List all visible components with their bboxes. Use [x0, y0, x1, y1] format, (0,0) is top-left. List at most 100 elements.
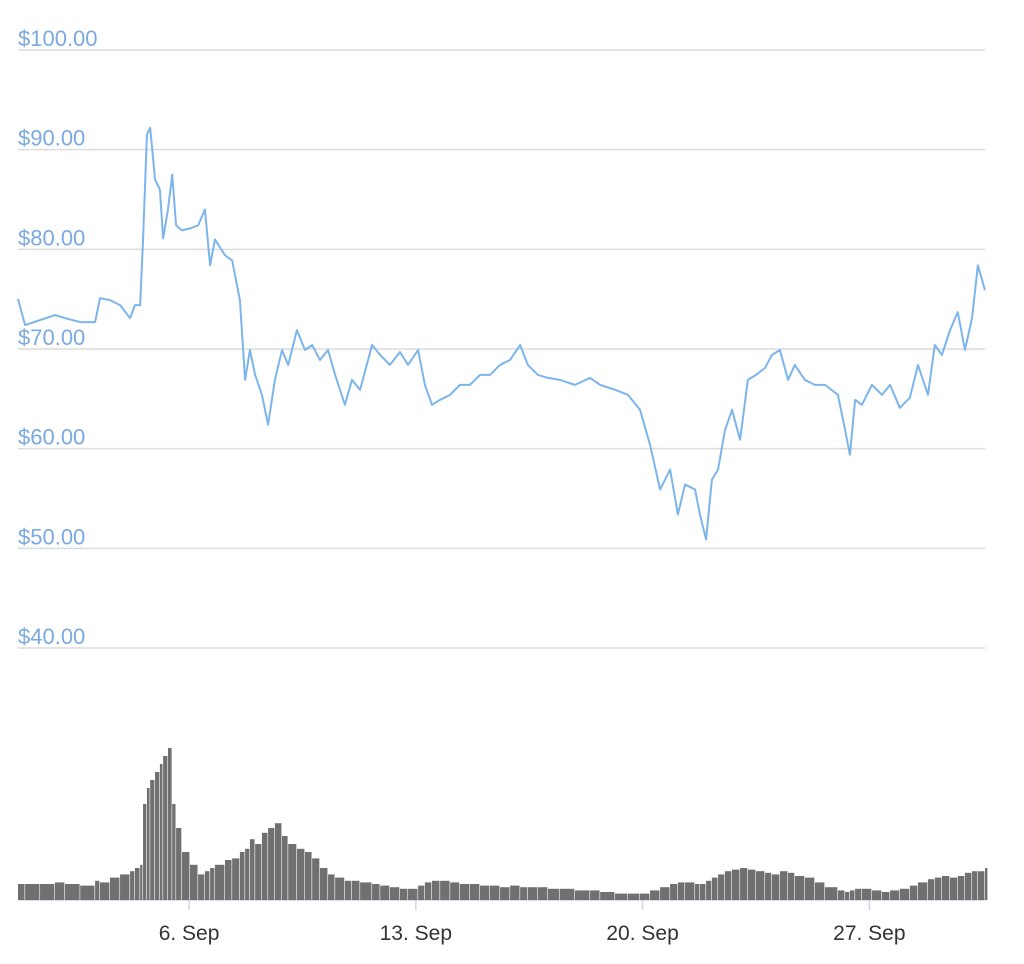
volume-bar [95, 880, 100, 900]
volume-bar [500, 887, 510, 900]
volume-bar [232, 858, 240, 900]
volume-bar [779, 871, 788, 900]
y-tick-label: $60.00 [18, 425, 85, 450]
volume-bar [909, 885, 918, 900]
volume-bar [788, 872, 795, 900]
volume-bar [181, 852, 190, 900]
volume-bar [845, 892, 850, 900]
volume-bar [255, 844, 262, 900]
volume-bar [319, 868, 328, 900]
volume-bar [600, 892, 615, 900]
volume-bar [432, 880, 440, 900]
y-tick-label: $100.00 [18, 26, 98, 51]
volume-bar [660, 887, 670, 900]
volume-bar [167, 748, 172, 900]
volume-bar [120, 874, 130, 900]
volume-bar [670, 884, 678, 900]
volume-bar [941, 876, 950, 900]
volume-bar [849, 890, 855, 900]
volume-bar [360, 882, 372, 900]
volume-bar [198, 874, 205, 900]
volume-bar [890, 890, 900, 900]
volume-bar [917, 882, 928, 900]
volume-bar [881, 892, 890, 900]
volume-bar [424, 882, 432, 900]
volume-bar [964, 872, 972, 900]
volume-bar [155, 772, 160, 900]
volume-bar [225, 860, 232, 900]
volume-bar [172, 804, 176, 900]
volume-bar [64, 884, 80, 900]
volume-bar [985, 868, 988, 900]
volume-bar [328, 874, 335, 900]
volume-bar [650, 890, 660, 900]
volume-bar [408, 888, 418, 900]
volume-bar [794, 876, 805, 900]
volume-bar [210, 868, 215, 900]
volume-bar [755, 871, 765, 900]
volume-bar [150, 780, 155, 900]
volume-bar [282, 836, 288, 900]
volume-bar [399, 888, 408, 900]
volume-bar [351, 880, 360, 900]
volume-bar [245, 848, 250, 900]
volume-bar [724, 871, 732, 900]
volume-bar [706, 880, 712, 900]
volume-bar [520, 887, 528, 900]
volume-bar [628, 893, 640, 900]
volume-bar [740, 868, 748, 900]
volume-bar [305, 852, 312, 900]
volume-bar [711, 877, 718, 900]
x-tick-label: 27. Sep [833, 922, 905, 945]
volume-bar [469, 884, 480, 900]
volume-bar [699, 884, 706, 900]
volume-bar [855, 888, 862, 900]
volume-bar [837, 890, 845, 900]
volume-bar [389, 887, 400, 900]
volume-bar [590, 890, 600, 900]
volume-bar [18, 884, 25, 900]
volume-bar [312, 858, 320, 900]
volume-bar [731, 869, 740, 900]
volume-bar [639, 893, 650, 900]
volume-bar [814, 882, 825, 900]
volume-bar [130, 871, 135, 900]
volume-bar [771, 874, 780, 900]
volume-bar [950, 877, 958, 900]
volume-bar [190, 864, 198, 900]
volume-bar [40, 884, 55, 900]
volume-bar [695, 884, 700, 900]
volume-bar [344, 880, 352, 900]
volume-bar [934, 877, 942, 900]
volume-bar [824, 887, 838, 900]
volume-bar [54, 882, 65, 900]
volume-bar [677, 882, 685, 900]
x-tick-label: 6. Sep [159, 922, 220, 945]
volume-bar [899, 888, 910, 900]
volume-bar [804, 877, 815, 900]
volume-bar [146, 788, 150, 900]
volume-bar [479, 885, 490, 900]
volume-bar [134, 868, 140, 900]
volume-bar [489, 885, 500, 900]
volume-bar [972, 871, 978, 900]
volume-bar [450, 882, 460, 900]
volume-bar [163, 756, 168, 900]
volume-bar [204, 871, 210, 900]
volume-bar [927, 879, 935, 900]
volume-bar [296, 848, 305, 900]
volume-bar [574, 890, 590, 900]
x-tick-label: 13. Sep [380, 922, 452, 945]
volume-bar [99, 882, 110, 900]
y-tick-label: $90.00 [18, 126, 85, 151]
volume-bar [335, 877, 345, 900]
volume-bar [861, 888, 872, 900]
volume-bar [547, 888, 560, 900]
volume-bar [143, 804, 147, 900]
volume-bar [615, 893, 628, 900]
y-tick-label: $80.00 [18, 225, 85, 250]
volume-bar [110, 877, 120, 900]
volume-bar [80, 885, 95, 900]
